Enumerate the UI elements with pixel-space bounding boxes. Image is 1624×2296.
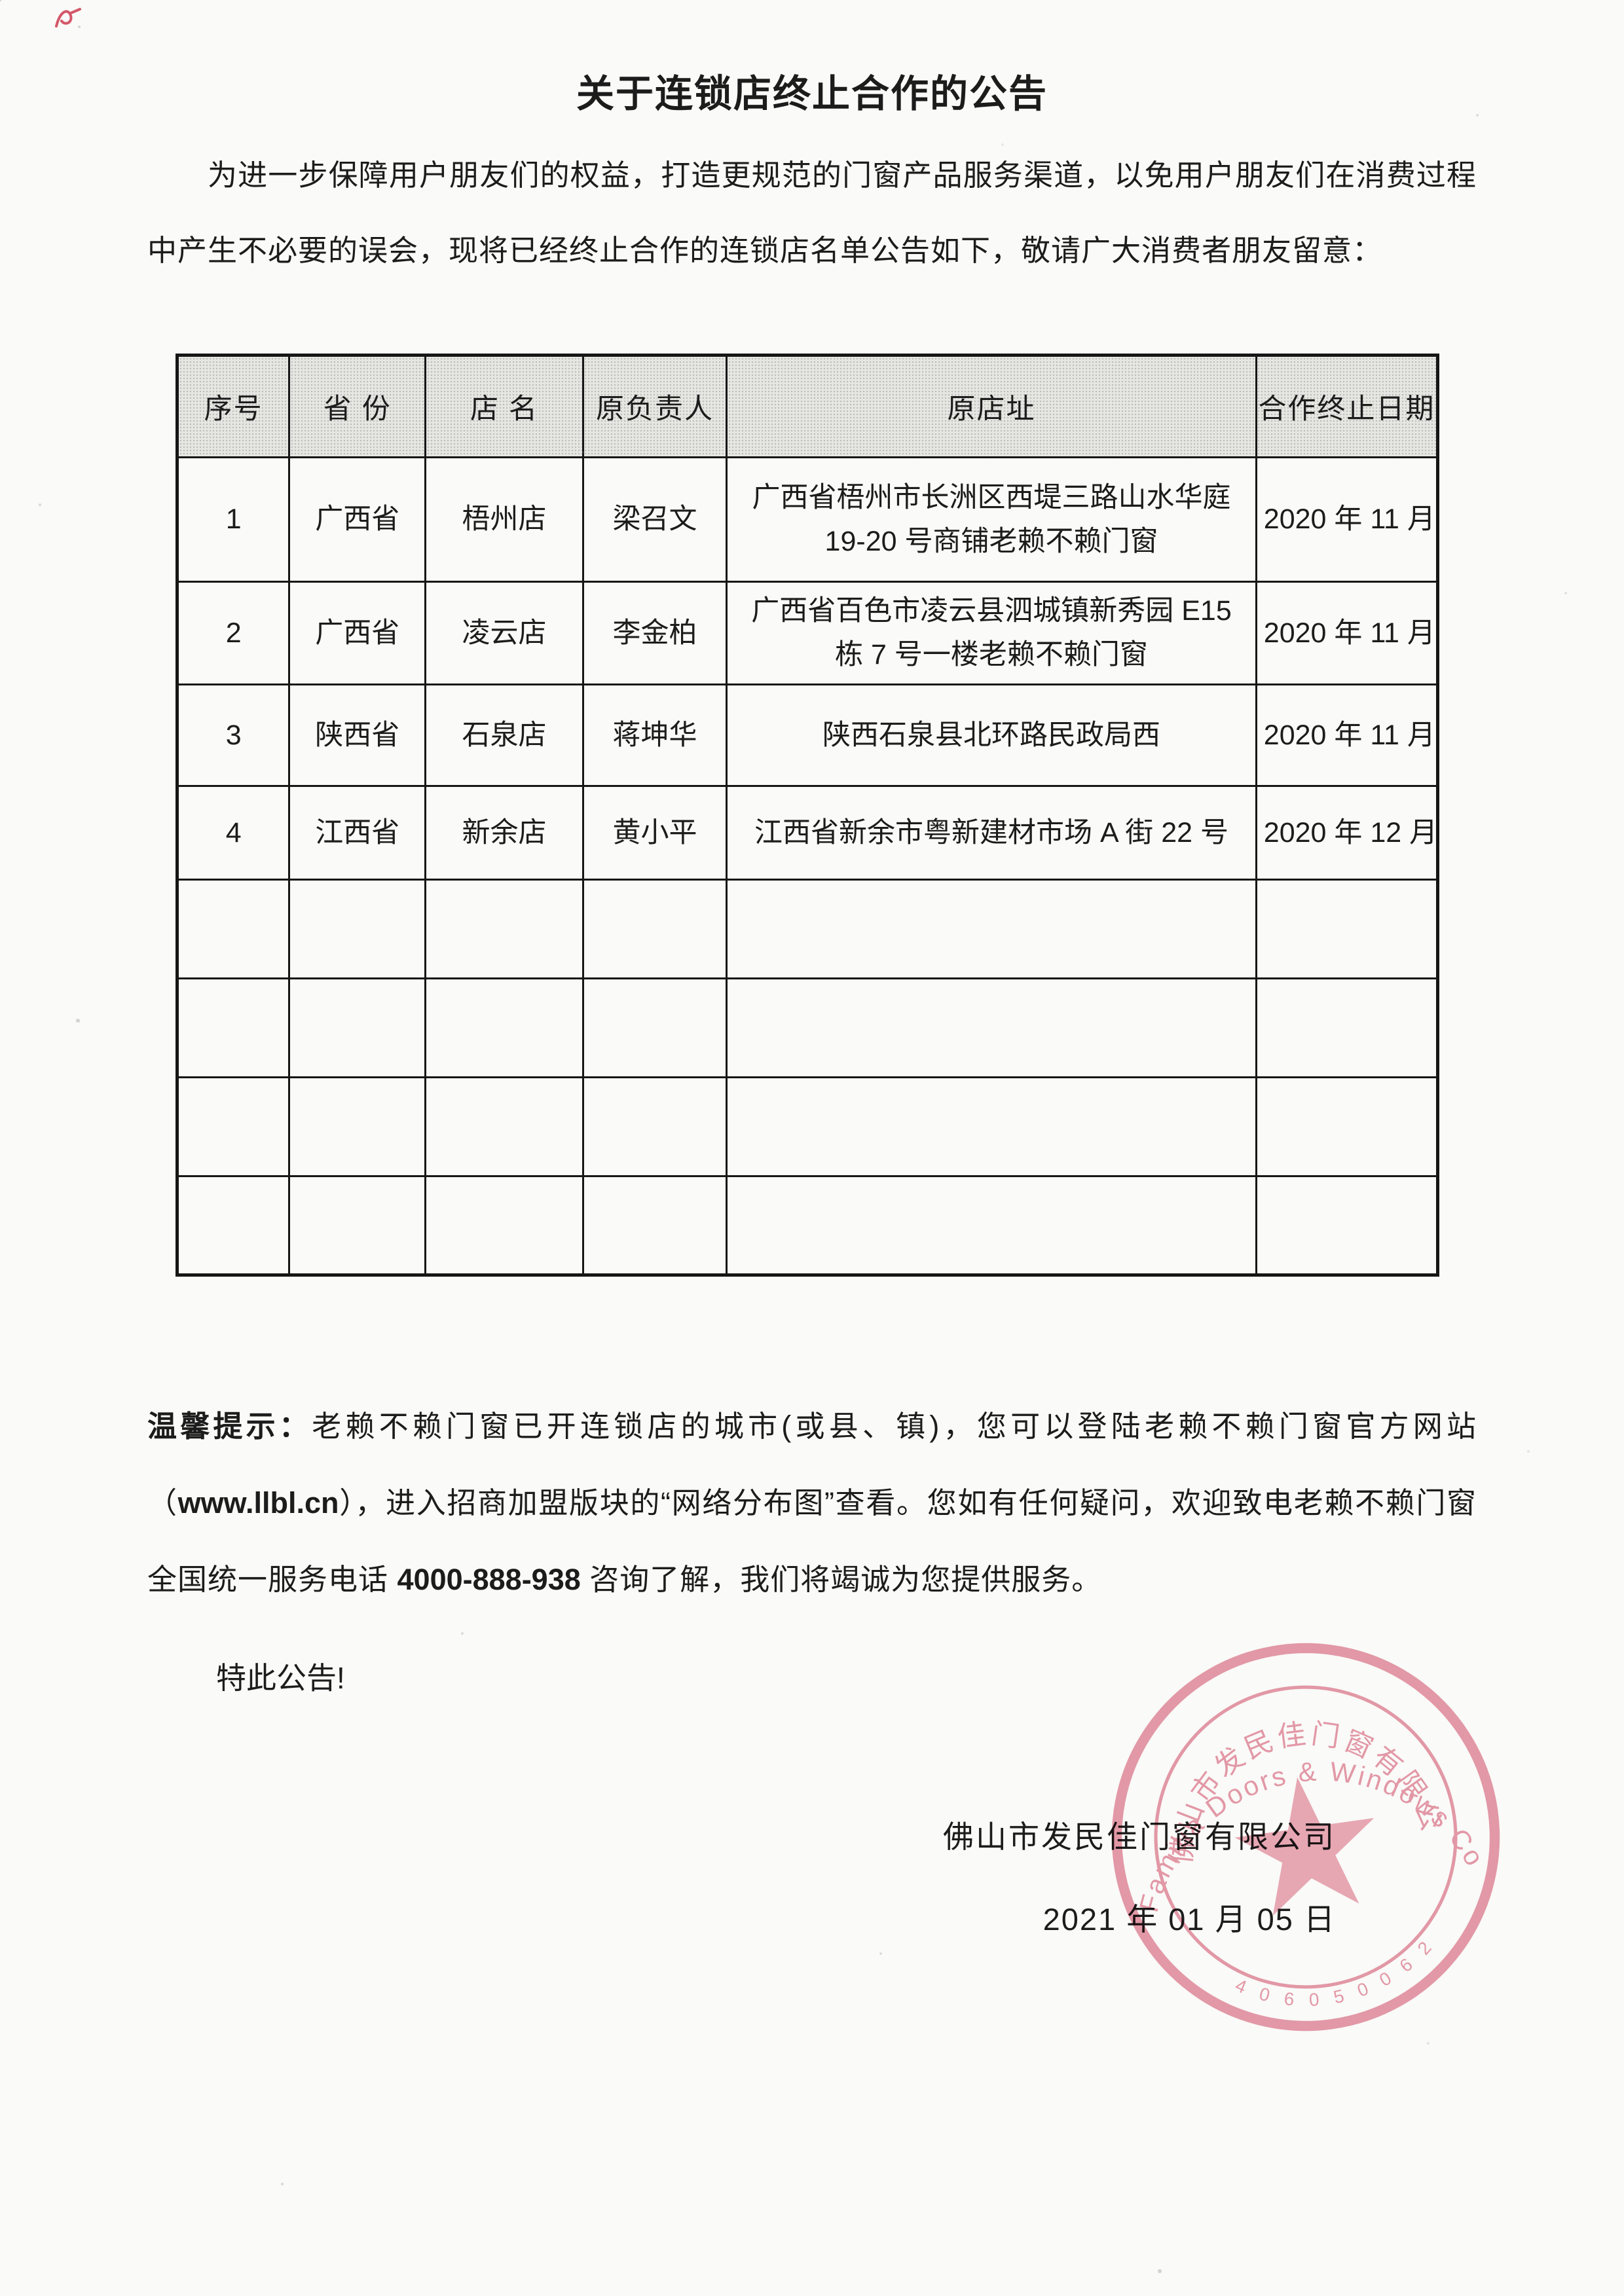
cell-no: 2 (175, 581, 291, 685)
cell-end-date: 2020 年 11 月 (1255, 581, 1439, 685)
cell-address: 广西省百色市凌云县泗城镇新秀园 E15 栋 7 号一楼老赖不赖门窗 (726, 581, 1257, 685)
scan-speckles (0, 0, 1, 1)
document-content: 关于连锁店终止合作的公告 为进一步保障用户朋友们的权益，打造更规范的门窗产品服务… (147, 73, 1477, 1940)
cell-no: 1 (175, 456, 291, 583)
cell-province: 江西省 (288, 785, 427, 881)
table-row: 2 广西省 凌云店 李金柏 广西省百色市凌云县泗城镇新秀园 E15 栋 7 号一… (175, 581, 1439, 685)
cell-store: 石泉店 (424, 683, 584, 787)
cell-manager: 蒋坤华 (581, 683, 728, 787)
tip-text: ），进入招商加盟版块的“网络分布图”查看。您如有任何疑问，欢迎致电老赖不赖门窗全… (147, 1486, 1477, 1596)
intro-paragraph: 为进一步保障用户朋友们的权益，打造更规范的门窗产品服务渠道，以免用户朋友们在消费… (147, 158, 1477, 267)
cell-province: 广西省 (288, 456, 427, 583)
cell-store: 梧州店 (424, 456, 584, 583)
cell-store: 新余店 (424, 785, 584, 881)
tip-text: 咨询了解，我们将竭诚为您提供服务。 (580, 1563, 1102, 1596)
company-name: 佛山市发民佳门窗有限公司 (943, 1819, 1336, 1854)
cell-no: 3 (175, 683, 291, 787)
svg-text:4 0 6 0 5 0 0 6 2: 4 0 6 0 5 0 0 6 2 (1228, 1932, 1445, 2022)
cell-no: 4 (175, 785, 291, 881)
table-row-empty (175, 1076, 1439, 1177)
cell-manager: 梁召文 (581, 456, 728, 583)
header-cell-end-date: 合作终止日期 (1255, 354, 1439, 458)
cell-end-date: 2020 年 12 月 (1255, 785, 1439, 881)
header-cell-address: 原店址 (726, 354, 1257, 458)
service-phone: 4000-888-938 (397, 1563, 581, 1596)
tip-text: 老赖不赖门窗已开连锁店的城市(或县、镇)，您可以登陆老赖不赖门窗官方网站（ (147, 1410, 1477, 1520)
seal-serial: 4 0 6 0 5 0 0 6 2 (1228, 1932, 1445, 2022)
tip-paragraph: 温馨提示：老赖不赖门窗已开连锁店的城市(或县、镇)，您可以登陆老赖不赖门窗官方网… (147, 1388, 1477, 1618)
table-row: 4 江西省 新余店 黄小平 江西省新余市粤新建材市场 A 街 22 号 2020… (175, 785, 1439, 881)
header-cell-no: 序号 (175, 354, 291, 458)
cell-address: 江西省新余市粤新建材市场 A 街 22 号 (726, 785, 1257, 881)
cell-province: 广西省 (288, 581, 427, 685)
header-cell-manager: 原负责人 (581, 354, 728, 458)
cell-store: 凌云店 (424, 581, 584, 685)
signature-block: 佛山市发民佳门窗有限公司 2021 年 01 月 05 日 (147, 1817, 1477, 1940)
table-row-empty (175, 1175, 1439, 1276)
tip-label: 温馨提示： (147, 1410, 312, 1443)
cell-manager: 黄小平 (581, 785, 728, 881)
terminated-stores-table: 序号 省 份 店 名 原负责人 原店址 合作终止日期 1 广西省 梧州店 梁召文… (175, 354, 1439, 1277)
issue-date: 2021 年 01 月 05 日 (1043, 1902, 1336, 1937)
header-cell-store: 店 名 (424, 354, 584, 458)
cell-end-date: 2020 年 11 月 (1255, 456, 1439, 583)
table-header-row: 序号 省 份 店 名 原负责人 原店址 合作终止日期 (175, 354, 1439, 458)
page-title: 关于连锁店终止合作的公告 (576, 73, 1048, 115)
cell-province: 陕西省 (288, 683, 427, 787)
cell-address: 广西省梧州市长洲区西堤三路山水华庭 19-20 号商铺老赖不赖门窗 (726, 456, 1257, 583)
website-url: www.llbl.cn (177, 1486, 339, 1520)
announcement-line: 特此公告! (216, 1661, 345, 1695)
table-row: 1 广西省 梧州店 梁召文 广西省梧州市长洲区西堤三路山水华庭 19-20 号商… (175, 456, 1439, 583)
table-row-empty (175, 977, 1439, 1078)
table-row: 3 陕西省 石泉店 蒋坤华 陕西石泉县北环路民政局西 2020 年 11 月 (175, 683, 1439, 787)
cell-end-date: 2020 年 11 月 (1255, 683, 1439, 787)
red-pen-mark (55, 8, 81, 27)
cell-address: 陕西石泉县北环路民政局西 (726, 683, 1257, 787)
table-row-empty (175, 879, 1439, 979)
cell-manager: 李金柏 (581, 581, 728, 685)
header-cell-province: 省 份 (288, 354, 427, 458)
